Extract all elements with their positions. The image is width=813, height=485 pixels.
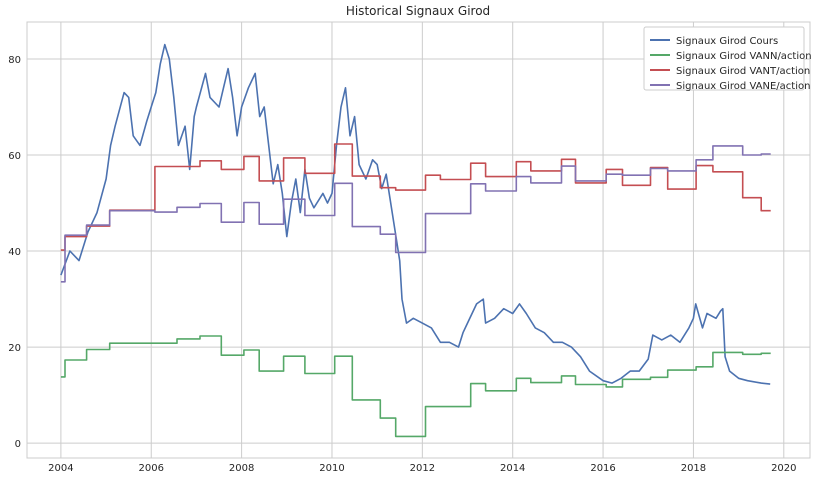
y-tick-label: 80 <box>8 55 21 66</box>
legend-label: Signaux Girod VANT/action <box>676 66 810 77</box>
legend-label: Signaux Girod VANN/action <box>676 51 812 62</box>
x-tick-label: 2008 <box>229 463 254 474</box>
legend-label: Signaux Girod Cours <box>676 36 778 47</box>
y-tick-label: 60 <box>8 151 21 162</box>
tick-labels: 2004 2006 2008 2010 2012 2014 2016 2018 2020 0 20 4… <box>8 55 796 474</box>
series-line-3 <box>60 145 771 283</box>
series-line-1 <box>60 335 771 438</box>
series-line-0 <box>60 43 771 385</box>
y-tick-label: 40 <box>8 247 21 258</box>
x-tick-label: 2010 <box>319 463 344 474</box>
legend-box <box>643 26 805 91</box>
x-tick-label: 2012 <box>410 463 435 474</box>
x-tick-label: 2016 <box>590 463 615 474</box>
series-lines <box>60 43 771 438</box>
y-tick-label: 20 <box>8 343 21 354</box>
x-tick-label: 2014 <box>500 463 525 474</box>
legend: Signaux Girod Cours Signaux Girod VANN/ac… <box>643 26 812 92</box>
series-line-2 <box>60 143 771 251</box>
chart-title: Historical Signaux Girod <box>346 4 490 18</box>
x-tick-label: 2004 <box>48 463 73 474</box>
y-tick-label: 0 <box>15 439 21 450</box>
x-tick-label: 2006 <box>139 463 164 474</box>
axes-frame <box>26 21 811 459</box>
x-tick-label: 2020 <box>771 463 796 474</box>
x-tick-label: 2018 <box>681 463 706 474</box>
legend-label: Signaux Girod VANE/action <box>676 81 810 92</box>
